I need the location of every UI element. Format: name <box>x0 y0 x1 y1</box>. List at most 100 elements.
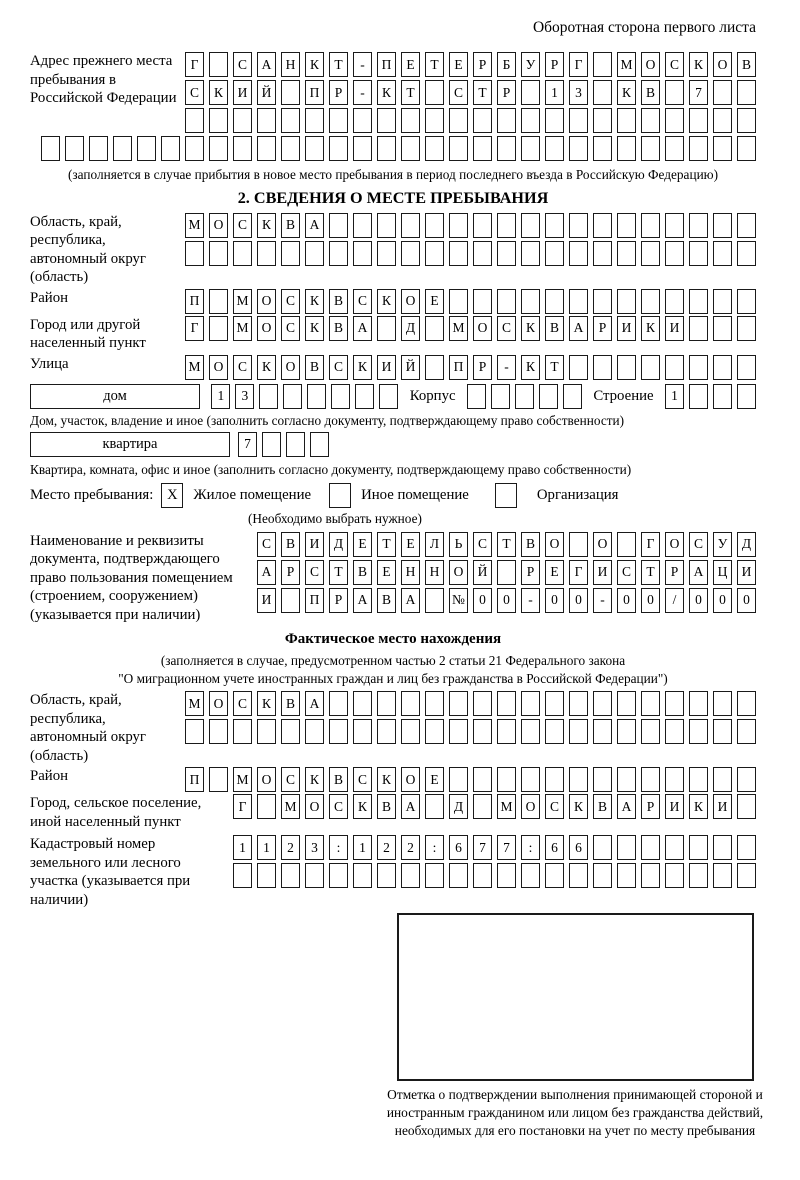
char-cell[interactable]: Г <box>641 531 660 557</box>
char-cell[interactable]: С <box>233 212 252 238</box>
char-cell[interactable]: В <box>545 315 564 341</box>
char-cell[interactable] <box>89 136 108 161</box>
char-cell[interactable]: В <box>521 531 540 557</box>
korpus-cells[interactable] <box>466 383 582 409</box>
char-cell[interactable] <box>281 587 300 613</box>
char-cell[interactable] <box>593 691 612 716</box>
char-cell[interactable] <box>497 108 516 133</box>
char-cell[interactable] <box>737 315 756 341</box>
char-cell[interactable]: К <box>305 315 324 341</box>
char-cell[interactable]: С <box>497 315 516 341</box>
char-cell[interactable] <box>545 288 564 314</box>
char-cell[interactable] <box>521 691 540 716</box>
char-cell[interactable] <box>617 767 636 792</box>
char-cell[interactable]: Н <box>425 559 444 585</box>
char-cell[interactable]: С <box>233 52 252 77</box>
char-cell[interactable]: Е <box>545 559 564 585</box>
char-cell[interactable] <box>209 719 228 744</box>
char-cell[interactable] <box>617 691 636 716</box>
char-cell[interactable]: 3 <box>235 383 255 409</box>
char-cell[interactable]: К <box>305 52 324 77</box>
char-cell[interactable] <box>641 767 660 792</box>
char-cell[interactable] <box>641 136 660 161</box>
char-cell[interactable]: О <box>305 794 324 819</box>
char-cell[interactable] <box>641 835 660 860</box>
char-cell[interactable] <box>737 240 756 266</box>
char-cell[interactable] <box>545 719 564 744</box>
char-cell[interactable] <box>521 288 540 314</box>
char-cell[interactable] <box>449 212 468 238</box>
char-cell[interactable]: Е <box>401 52 420 77</box>
char-cell[interactable] <box>281 719 300 744</box>
char-cell[interactable]: Е <box>377 559 396 585</box>
char-cell[interactable]: Й <box>257 80 276 105</box>
char-cell[interactable]: М <box>233 315 252 341</box>
char-cell[interactable] <box>689 719 708 744</box>
char-cell[interactable]: С <box>689 531 708 557</box>
char-cell[interactable] <box>737 691 756 716</box>
char-cell[interactable] <box>713 288 732 314</box>
char-cell[interactable]: Т <box>329 559 348 585</box>
char-cell[interactable]: С <box>257 531 276 557</box>
char-cell[interactable] <box>641 719 660 744</box>
char-cell[interactable]: С <box>473 531 492 557</box>
char-cell[interactable] <box>377 108 396 133</box>
char-cell[interactable]: М <box>185 212 204 238</box>
char-cell[interactable] <box>377 212 396 238</box>
char-cell[interactable] <box>521 240 540 266</box>
char-cell[interactable]: В <box>329 315 348 341</box>
char-cell[interactable]: А <box>689 559 708 585</box>
char-cell[interactable] <box>593 288 612 314</box>
char-cell[interactable] <box>185 240 204 266</box>
char-cell[interactable] <box>665 80 684 105</box>
char-cell[interactable]: Р <box>473 354 492 380</box>
char-cell[interactable]: - <box>521 587 540 613</box>
char-cell[interactable] <box>641 288 660 314</box>
char-cell[interactable] <box>425 794 444 819</box>
char-cell[interactable] <box>569 767 588 792</box>
char-cell[interactable] <box>569 531 588 557</box>
char-cell[interactable]: № <box>449 587 468 613</box>
char-cell[interactable]: И <box>305 531 324 557</box>
char-cell[interactable] <box>307 383 327 409</box>
char-cell[interactable]: А <box>353 587 372 613</box>
char-cell[interactable] <box>713 136 732 161</box>
char-cell[interactable] <box>713 691 732 716</box>
char-cell[interactable] <box>185 719 204 744</box>
char-cell[interactable] <box>425 108 444 133</box>
char-cell[interactable] <box>449 767 468 792</box>
char-cell[interactable] <box>737 288 756 314</box>
char-cell[interactable]: В <box>281 212 300 238</box>
char-cell[interactable] <box>425 863 444 888</box>
char-cell[interactable]: 2 <box>401 835 420 860</box>
char-cell[interactable] <box>713 212 732 238</box>
char-cell[interactable] <box>305 863 324 888</box>
char-cell[interactable] <box>617 354 636 380</box>
char-cell[interactable]: Д <box>329 531 348 557</box>
actual-region-row-2[interactable] <box>185 719 756 744</box>
char-cell[interactable] <box>617 863 636 888</box>
char-cell[interactable]: - <box>353 80 372 105</box>
char-cell[interactable] <box>713 315 732 341</box>
char-cell[interactable] <box>545 212 564 238</box>
char-cell[interactable]: А <box>401 587 420 613</box>
char-cell[interactable]: С <box>281 767 300 792</box>
char-cell[interactable]: М <box>617 52 636 77</box>
char-cell[interactable] <box>497 719 516 744</box>
char-cell[interactable]: С <box>329 794 348 819</box>
char-cell[interactable] <box>449 136 468 161</box>
char-cell[interactable]: Д <box>737 531 756 557</box>
char-cell[interactable] <box>233 108 252 133</box>
char-cell[interactable]: К <box>257 212 276 238</box>
char-cell[interactable]: В <box>641 80 660 105</box>
char-cell[interactable]: С <box>665 52 684 77</box>
char-cell[interactable] <box>569 240 588 266</box>
char-cell[interactable] <box>185 108 204 133</box>
char-cell[interactable] <box>355 383 375 409</box>
char-cell[interactable] <box>617 835 636 860</box>
char-cell[interactable]: В <box>593 794 612 819</box>
char-cell[interactable]: Й <box>401 354 420 380</box>
char-cell[interactable] <box>497 288 516 314</box>
